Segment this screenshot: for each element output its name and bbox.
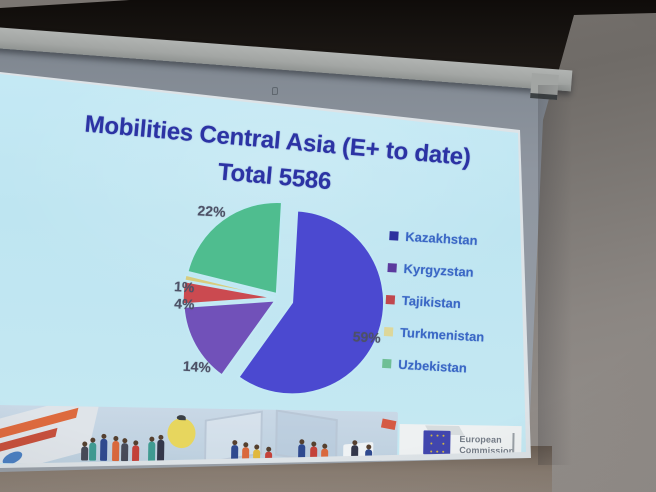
legend-label: Kazakhstan — [405, 229, 478, 249]
person-figure — [100, 438, 108, 461]
person-figure — [112, 440, 120, 462]
person-figure — [156, 439, 165, 462]
pie-chart — [181, 201, 385, 396]
lamp-illustration — [167, 417, 196, 449]
legend-item-turkmenistan: Turkmenistan — [383, 324, 515, 345]
pie-slice-kazakhstan — [237, 209, 385, 396]
pie-percent-label-kyrgyzstan: 14% — [182, 357, 212, 376]
eu-flag-icon — [423, 430, 451, 455]
legend-label: Turkmenistan — [399, 324, 485, 345]
legend-swatch-icon — [389, 231, 399, 241]
legend-swatch-icon — [382, 358, 392, 369]
decor-accent — [380, 418, 397, 431]
pie-slice-kyrgyzstan — [182, 299, 277, 377]
chart-legend: Kazakhstan Kyrgyzstan Tajikistan Turkmenist… — [381, 229, 520, 396]
person-figure — [89, 442, 97, 461]
wall-shadow — [538, 85, 572, 465]
person-figure — [121, 443, 129, 462]
legend-label: Uzbekistan — [397, 356, 468, 376]
pie-percent-label-turkmenistan: 1% — [173, 278, 195, 296]
eu-stars-icon — [430, 434, 433, 437]
legend-swatch-icon — [387, 263, 397, 273]
legend-item-tajikistan: Tajikistan — [385, 292, 517, 313]
person-figure — [81, 446, 89, 461]
legend-swatch-icon — [385, 295, 396, 305]
person-figure — [147, 441, 156, 462]
logo-text-line1: European — [459, 434, 502, 445]
pie-percent-label-tajikistan: 4% — [173, 295, 195, 313]
legend-item-kyrgyzstan: Kyrgyzstan — [387, 261, 518, 281]
pie-percent-label-uzbekistan: 22% — [197, 202, 226, 220]
pie-slice-turkmenistan — [183, 273, 276, 299]
legend-item-uzbekistan: Uzbekistan — [382, 357, 513, 377]
legend-label: Tajikistan — [401, 292, 462, 312]
person-figure — [132, 445, 140, 462]
pie-slice-uzbekistan — [186, 201, 283, 296]
legend-label: Kyrgyzstan — [403, 260, 475, 280]
legend-item-kazakhstan: Kazakhstan — [389, 229, 520, 249]
screen-smudge — [272, 87, 278, 95]
chart-area: Kazakhstan Kyrgyzstan Tajikistan Turkmenist… — [173, 201, 520, 396]
pie-percent-label-kazakhstan: 59% — [352, 328, 382, 346]
